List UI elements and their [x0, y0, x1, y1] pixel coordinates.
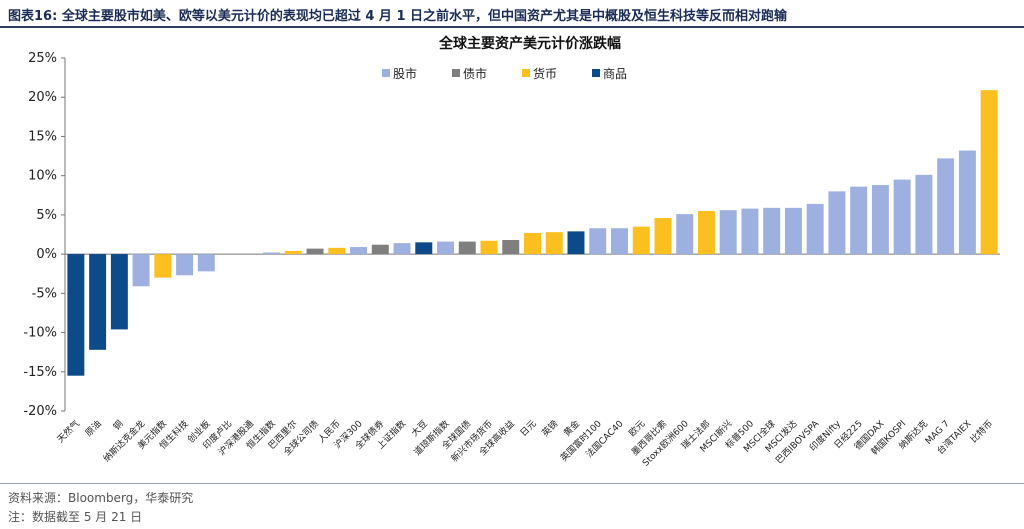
bar	[176, 254, 194, 276]
x-tick-label: 铜	[111, 418, 126, 433]
y-tick-label: 0%	[36, 247, 57, 262]
bar	[132, 254, 150, 287]
bar	[676, 214, 694, 255]
bar	[958, 150, 976, 255]
bar	[632, 226, 650, 255]
bar	[197, 254, 215, 272]
bar	[567, 231, 585, 255]
x-tick-label: 天然气	[54, 418, 82, 446]
y-tick-label: -20%	[23, 404, 57, 419]
bar	[697, 210, 715, 255]
bar	[110, 254, 128, 330]
bar	[328, 247, 346, 255]
y-tick-label: -10%	[23, 326, 57, 341]
y-tick-label: 25%	[28, 51, 57, 66]
bar	[828, 191, 846, 255]
bar	[589, 228, 607, 255]
bar	[545, 232, 563, 255]
y-tick-label: 15%	[28, 129, 57, 144]
legend-label: 债市	[463, 66, 487, 81]
x-tick-label: 原油	[83, 418, 104, 439]
bar	[67, 254, 85, 376]
bar	[763, 207, 781, 255]
y-tick-label: 20%	[28, 90, 57, 105]
bar	[480, 240, 498, 255]
y-tick-label: -15%	[23, 365, 57, 380]
figure-title: 图表16: 全球主要股市如美、欧等以美元计价的表现均已超过 4 月 1 日之前水…	[8, 9, 788, 24]
bar	[263, 252, 281, 255]
bar	[893, 179, 911, 255]
bar	[524, 232, 541, 255]
bar	[306, 248, 324, 255]
bar	[415, 242, 433, 255]
bar	[350, 247, 368, 255]
legend-label: 股市	[393, 66, 417, 81]
x-tick-label: 日元	[518, 418, 539, 439]
bar	[784, 207, 802, 255]
bar	[502, 239, 520, 255]
bar	[980, 90, 998, 255]
y-tick-label: 10%	[28, 169, 57, 184]
legend-swatch	[522, 69, 530, 77]
legend-label: 货币	[533, 66, 557, 81]
y-tick-label: 5%	[36, 208, 57, 223]
bar	[89, 254, 107, 350]
bar-chart: 全球主要资产美元计价涨跌幅 股市 债市 货币 商品 -20% -15% -10% -5% 0%…	[23, 35, 1000, 469]
legend-swatch	[452, 69, 460, 77]
x-tick-label: 比特币	[968, 418, 996, 446]
legend-label: 商品	[603, 66, 627, 81]
bar	[458, 241, 476, 255]
figure-header: 图表16: 全球主要股市如美、欧等以美元计价的表现均已超过 4 月 1 日之前水…	[0, 0, 1024, 28]
bar	[915, 174, 933, 255]
bar	[871, 185, 889, 255]
legend-swatch	[592, 69, 600, 77]
chart-legend: 股市 债市 货币 商品	[382, 66, 627, 81]
bar	[393, 243, 411, 255]
date-note: 注：数据截至 5 月 21 日	[8, 510, 143, 524]
y-axis: -20% -15% -10% -5% 0% 5% 10% 15% 20% 25%	[23, 51, 1000, 419]
footer-divider	[0, 483, 1024, 484]
bar	[654, 218, 672, 255]
bar	[850, 186, 868, 255]
bar	[284, 250, 302, 255]
x-axis-labels: 天然气 原油 铜纳斯达克金龙美元指数恒生科技创业板印度卢比沪深港股通恒生指数巴西里尔…	[54, 417, 995, 469]
bar	[741, 208, 759, 255]
bar-series	[67, 90, 998, 376]
legend-swatch	[382, 69, 390, 77]
bar	[154, 254, 172, 278]
bar	[437, 241, 455, 255]
y-tick-label: -5%	[32, 286, 57, 301]
bar	[371, 244, 389, 255]
x-tick-label: 英镑	[539, 418, 560, 439]
bar	[806, 203, 824, 255]
bar	[937, 158, 955, 255]
bar	[610, 228, 628, 255]
source-note: 资料来源：Bloomberg，华泰研究	[8, 491, 194, 505]
bar	[719, 210, 737, 255]
chart-title: 全球主要资产美元计价涨跌幅	[438, 35, 621, 52]
